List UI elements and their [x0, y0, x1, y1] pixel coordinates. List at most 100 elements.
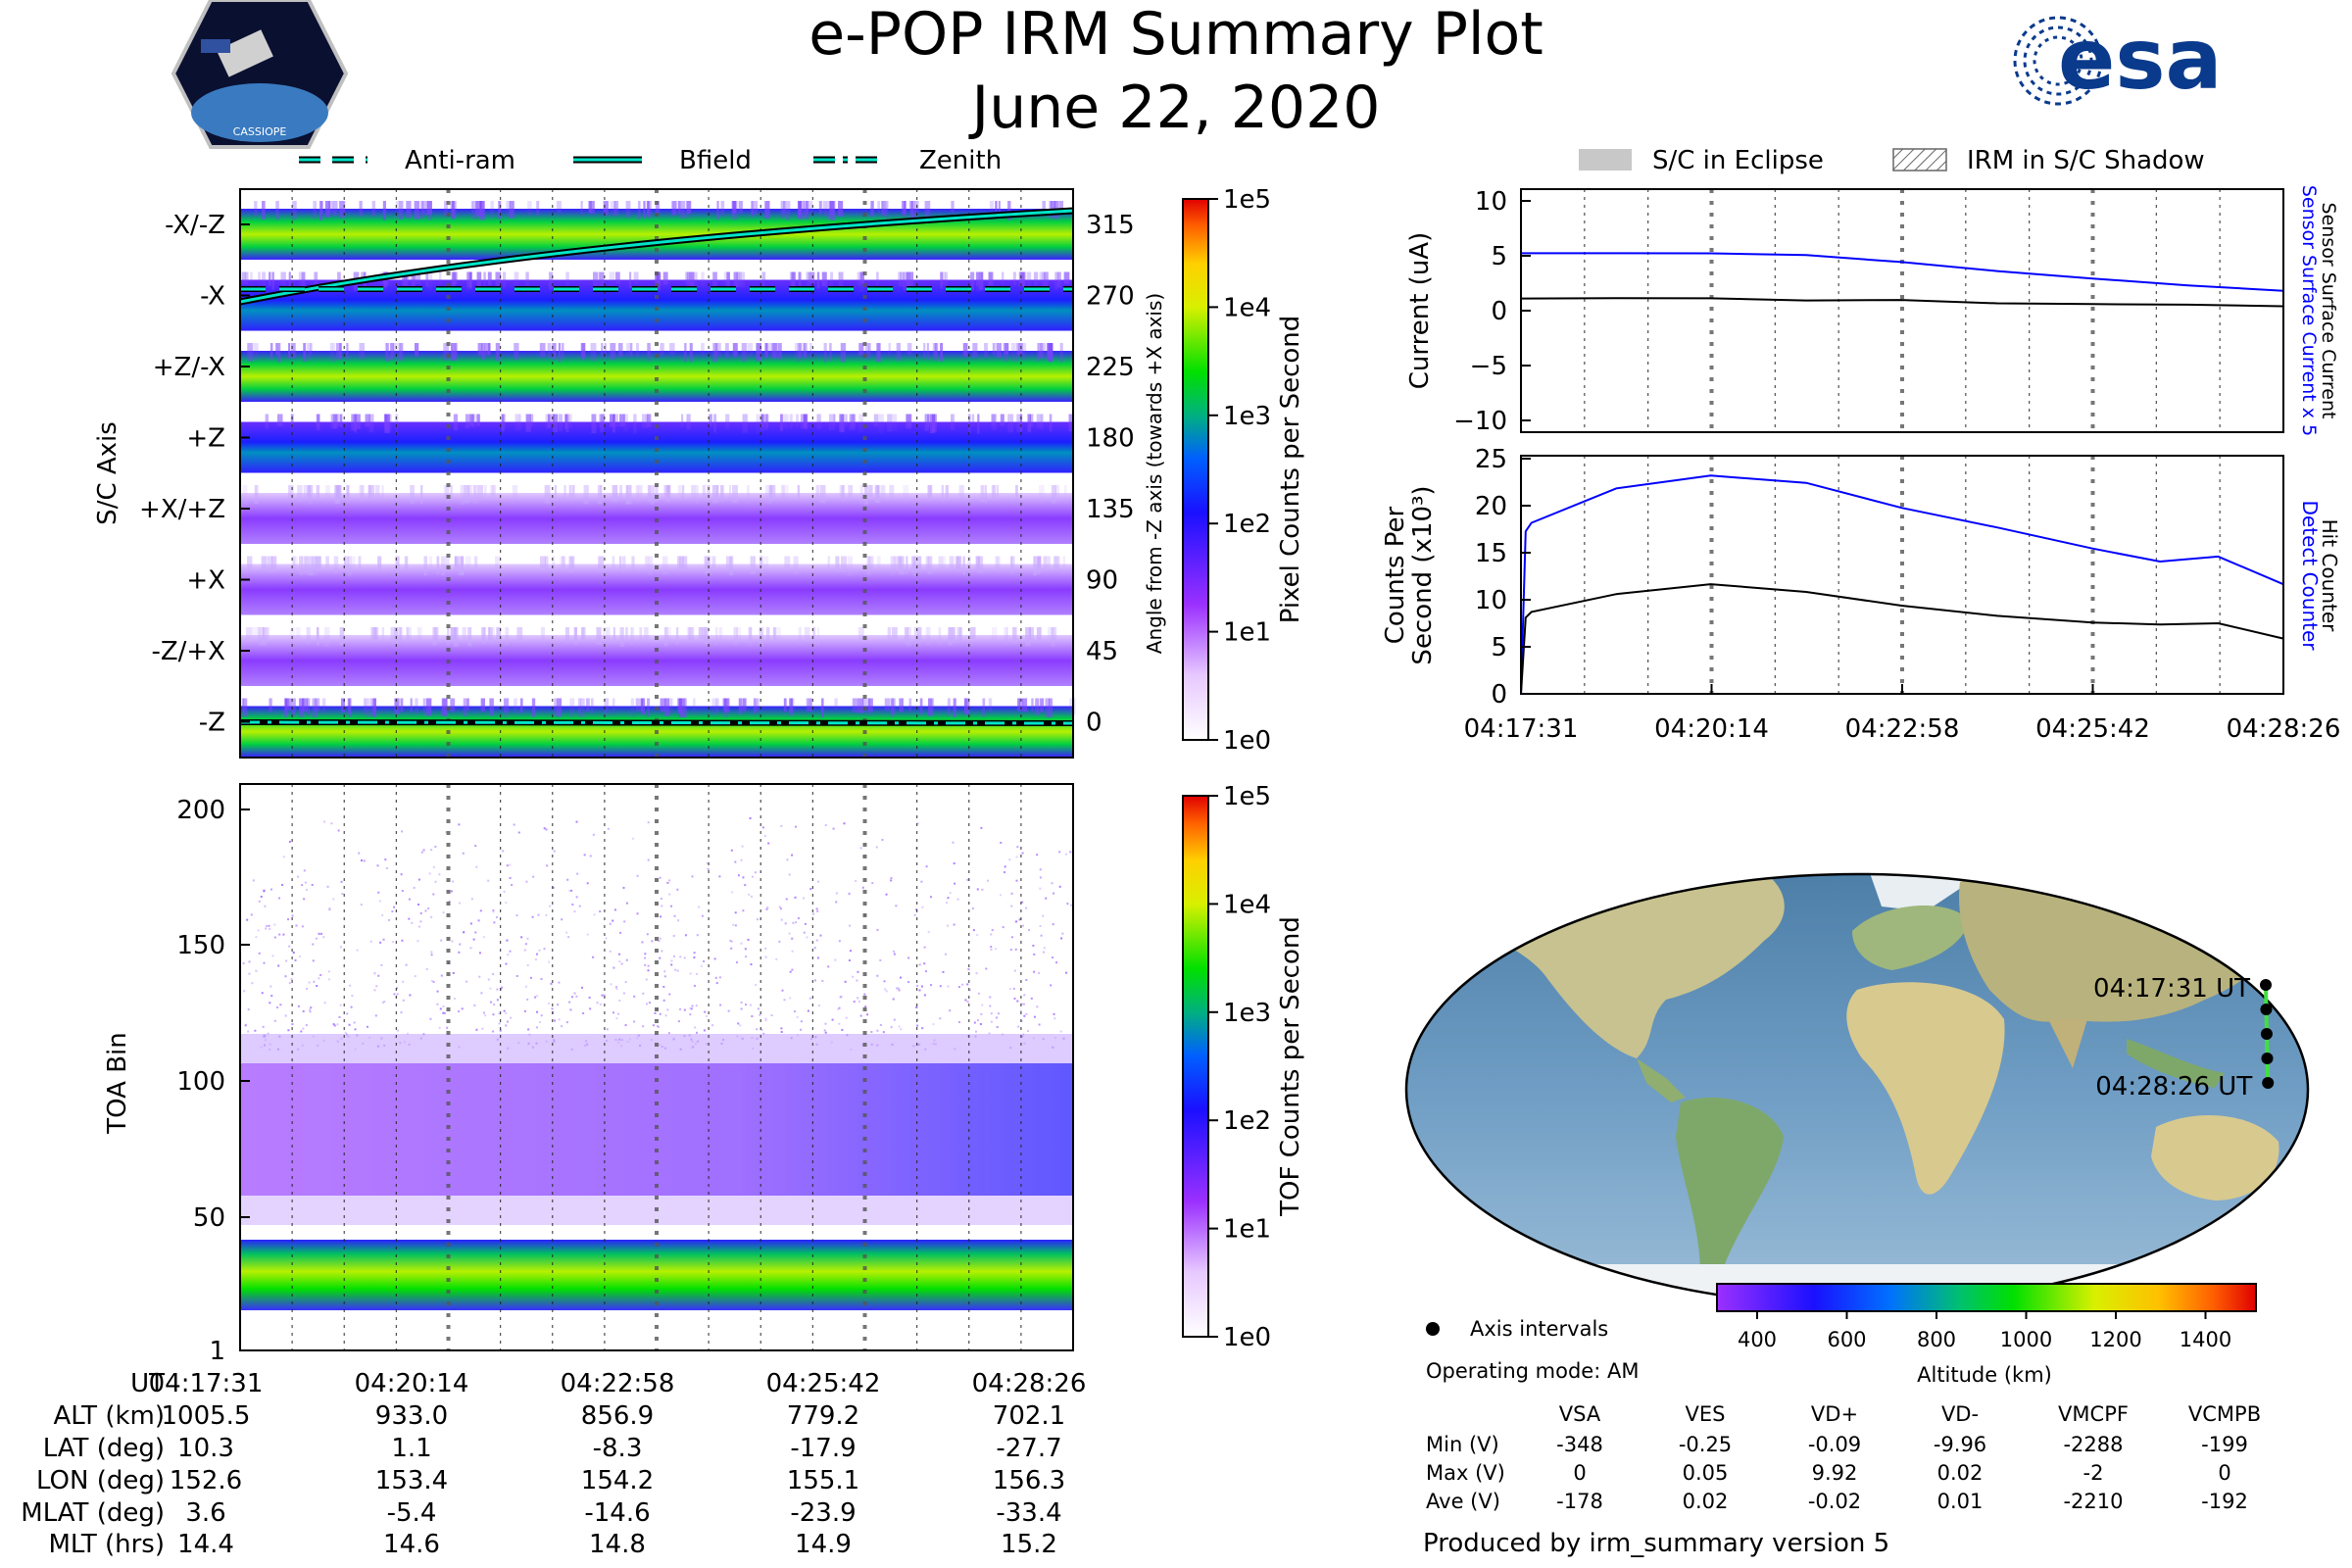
pixel-colorbar-gradient — [1182, 198, 1209, 741]
current-ytick-label: −5 — [1470, 352, 1507, 381]
central-america — [1637, 1058, 1686, 1102]
ephemeris-row-label: MLAT (deg) — [21, 1498, 165, 1528]
counts-xtick-label: 04:22:58 — [1845, 714, 1960, 744]
current-ytick-label: 5 — [1491, 242, 1507, 271]
voltage-header: VES — [1686, 1402, 1726, 1426]
header: CASSIOPE e-POP IRM Summary Plot June 22,… — [171, 0, 2223, 149]
ephemeris-cell: 04:20:14 — [355, 1369, 469, 1398]
ephemeris-cell: 14.4 — [177, 1530, 234, 1559]
pixel-right-label: Angle from -Z axis (towards +X axis) — [1143, 293, 1166, 654]
orbit-interval-dot — [2262, 1077, 2275, 1089]
voltage-cell: -178 — [1556, 1490, 1603, 1513]
counts-ytick-label: 20 — [1475, 492, 1507, 521]
current-right-label-blue: Sensor Surface Current x 5 — [2298, 185, 2320, 436]
legend-eclipse-label: S/C in Eclipse — [1652, 146, 1824, 175]
current-blue-series-line — [1521, 252, 2284, 292]
voltage-cell: -9.96 — [1934, 1433, 1986, 1456]
toa-ytick-label: 200 — [176, 796, 225, 825]
toa-ylabel: TOA Bin — [103, 1032, 132, 1134]
pixel-colorbar-tick: 1e0 — [1223, 726, 1271, 756]
ephemeris-cell: 933.0 — [375, 1401, 448, 1431]
current-right-label-black: Sensor Surface Current — [2318, 203, 2339, 419]
legend-shadow-label: IRM in S/C Shadow — [1967, 146, 2205, 175]
toa-colorbar-label: TOF Counts per Second — [1276, 916, 1305, 1217]
ephemeris-cell: 04:17:31 — [149, 1369, 264, 1398]
pixel-colorbar: 1e5 1e4 1e3 1e2 1e1 1e0 Pixel Counts per Seco… — [1182, 185, 1305, 756]
toa-ytick-label: 50 — [193, 1203, 225, 1233]
pixel-plot: S/C Axis -X/-Z -X +Z/-X +Z +X/+Z +X -Z/+X -Z 315… — [93, 188, 1166, 759]
sc-axis-label: -X/-Z — [165, 211, 225, 240]
ephemeris-cell: 154.2 — [581, 1466, 654, 1495]
greenland — [1862, 874, 1970, 911]
voltage-row-label: Max (V) — [1426, 1461, 1505, 1485]
voltage-header: VSA — [1559, 1402, 1601, 1426]
legend-left: Anti-ram Bfield Zenith — [299, 146, 1002, 175]
africa — [1846, 982, 2005, 1195]
ephemeris-cell: -27.7 — [996, 1434, 1061, 1463]
pixel-plot-lines — [239, 207, 1074, 726]
voltage-header: VMCPF — [2058, 1402, 2129, 1426]
pixel-colorbar-label: Pixel Counts per Second — [1276, 316, 1305, 624]
counts-ytick-label: 10 — [1475, 586, 1507, 615]
altitude-tick-label: 1200 — [2089, 1328, 2141, 1351]
ephemeris-cell: 856.9 — [581, 1401, 654, 1431]
sc-axis-label: +X/+Z — [139, 495, 225, 524]
counts-right-label-black: Hit Counter — [2318, 519, 2341, 632]
voltage-header: VD- — [1941, 1402, 1979, 1426]
ephemeris-cell: 3.6 — [185, 1498, 225, 1528]
voltage-cell: -192 — [2201, 1490, 2248, 1513]
altitude-tick-label: 400 — [1738, 1328, 1777, 1351]
voltage-cell: 0.02 — [1937, 1461, 1984, 1485]
counts-xtick-label: 04:17:31 — [1464, 714, 1579, 744]
ephemeris-cell: -5.4 — [387, 1498, 437, 1528]
toa-main-band — [240, 1240, 1073, 1310]
orbit-interval-dot — [2261, 1053, 2274, 1064]
cassiope-logo: CASSIOPE — [171, 0, 349, 149]
ephemeris-cell: 04:22:58 — [561, 1369, 675, 1398]
ephemeris-cell: 14.9 — [795, 1530, 852, 1559]
ephemeris-cell: 10.3 — [177, 1434, 234, 1463]
voltage-cell: 0.05 — [1683, 1461, 1729, 1485]
angle-tick-label: 180 — [1086, 424, 1135, 454]
pixel-colorbar-tick: 1e1 — [1223, 618, 1271, 648]
voltage-cell: 0.02 — [1683, 1490, 1729, 1513]
toa-colorbar: 1e5 1e4 1e3 1e2 1e1 1e0 TOF Counts per Second — [1182, 782, 1305, 1352]
current-ytick-label: −10 — [1453, 407, 1507, 436]
voltage-cell: -0.02 — [1808, 1490, 1861, 1513]
counts-ytick-label: 0 — [1491, 680, 1507, 710]
ephemeris-cell: -14.6 — [584, 1498, 650, 1528]
angle-tick-label: 135 — [1086, 495, 1135, 524]
counts-ytick-label: 25 — [1475, 445, 1507, 474]
toa-colorbar-tick: 1e2 — [1223, 1106, 1271, 1136]
current-ytick-label: 10 — [1475, 187, 1507, 217]
toa-ytick-label: 1 — [209, 1337, 225, 1366]
southeast-asia — [2127, 1039, 2225, 1088]
orbit-start-label: 04:17:31 UT — [2093, 974, 2250, 1004]
counts-plot: 25 20 15 10 5 0 04:17:31 04:20:14 04:22:58 04:25… — [1381, 445, 2341, 744]
ephemeris-table: UT ALT (km) LAT (deg) LON (deg) MLAT (deg)ML… — [21, 1369, 1086, 1559]
esa-logo: esa — [2013, 11, 2223, 109]
sc-axis-label: +Z — [186, 424, 225, 454]
pixel-band — [240, 351, 1073, 402]
current-ylabel: Current (uA) — [1405, 232, 1435, 389]
voltage-cell: -2288 — [2063, 1433, 2123, 1456]
ephemeris-row-label: LON (deg) — [36, 1466, 165, 1495]
legend-dashed-label: Anti-ram — [405, 146, 515, 175]
bfield-line-inner — [239, 209, 1074, 304]
voltage-cell: 9.92 — [1812, 1461, 1858, 1485]
toa-colorbar-tick: 1e3 — [1223, 999, 1271, 1028]
toa-colorbar-tick: 1e5 — [1223, 782, 1271, 811]
world-map: 04:17:31 UT 04:28:26 UT — [1404, 872, 2310, 1307]
angle-tick-label: 90 — [1086, 566, 1118, 596]
voltage-cell: -2 — [2083, 1461, 2104, 1485]
ephemeris-row-label: LAT (deg) — [43, 1434, 165, 1463]
voltage-cell: 0.01 — [1937, 1490, 1984, 1513]
india — [2048, 1019, 2087, 1068]
toa-plot: 200 150 100 50 1 TOA Bin — [103, 783, 1074, 1366]
counts-xtick-label: 04:28:26 — [2227, 714, 2341, 744]
sc-axis-label: +X — [186, 566, 225, 596]
altitude-label: Altitude (km) — [1917, 1363, 2052, 1387]
ephemeris-cell: -17.9 — [790, 1434, 856, 1463]
voltage-cell: -0.09 — [1808, 1433, 1861, 1456]
ephemeris-cell: -33.4 — [996, 1498, 1061, 1528]
